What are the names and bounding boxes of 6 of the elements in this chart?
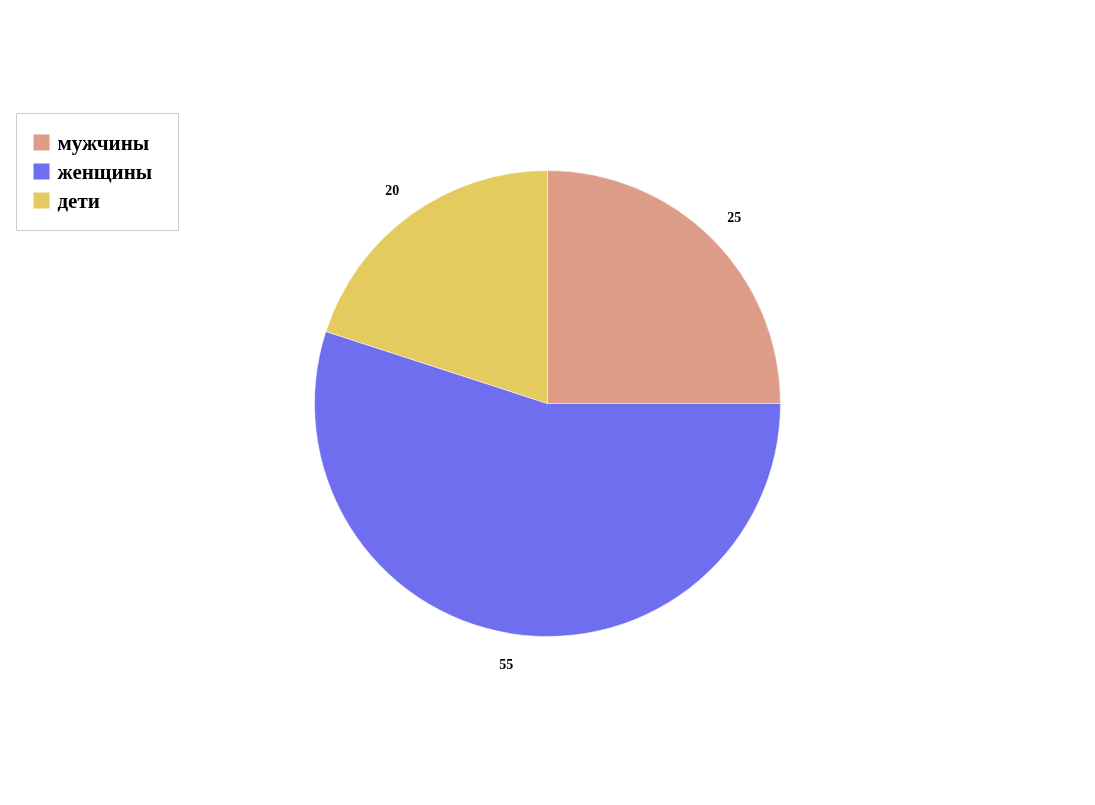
data-label: 55	[499, 657, 514, 673]
data-label: 25	[727, 209, 742, 225]
legend-label: дети	[57, 188, 100, 213]
data-label: 20	[385, 182, 400, 198]
legend-label: женщины	[57, 159, 153, 184]
legend-label: мужчины	[57, 130, 150, 155]
